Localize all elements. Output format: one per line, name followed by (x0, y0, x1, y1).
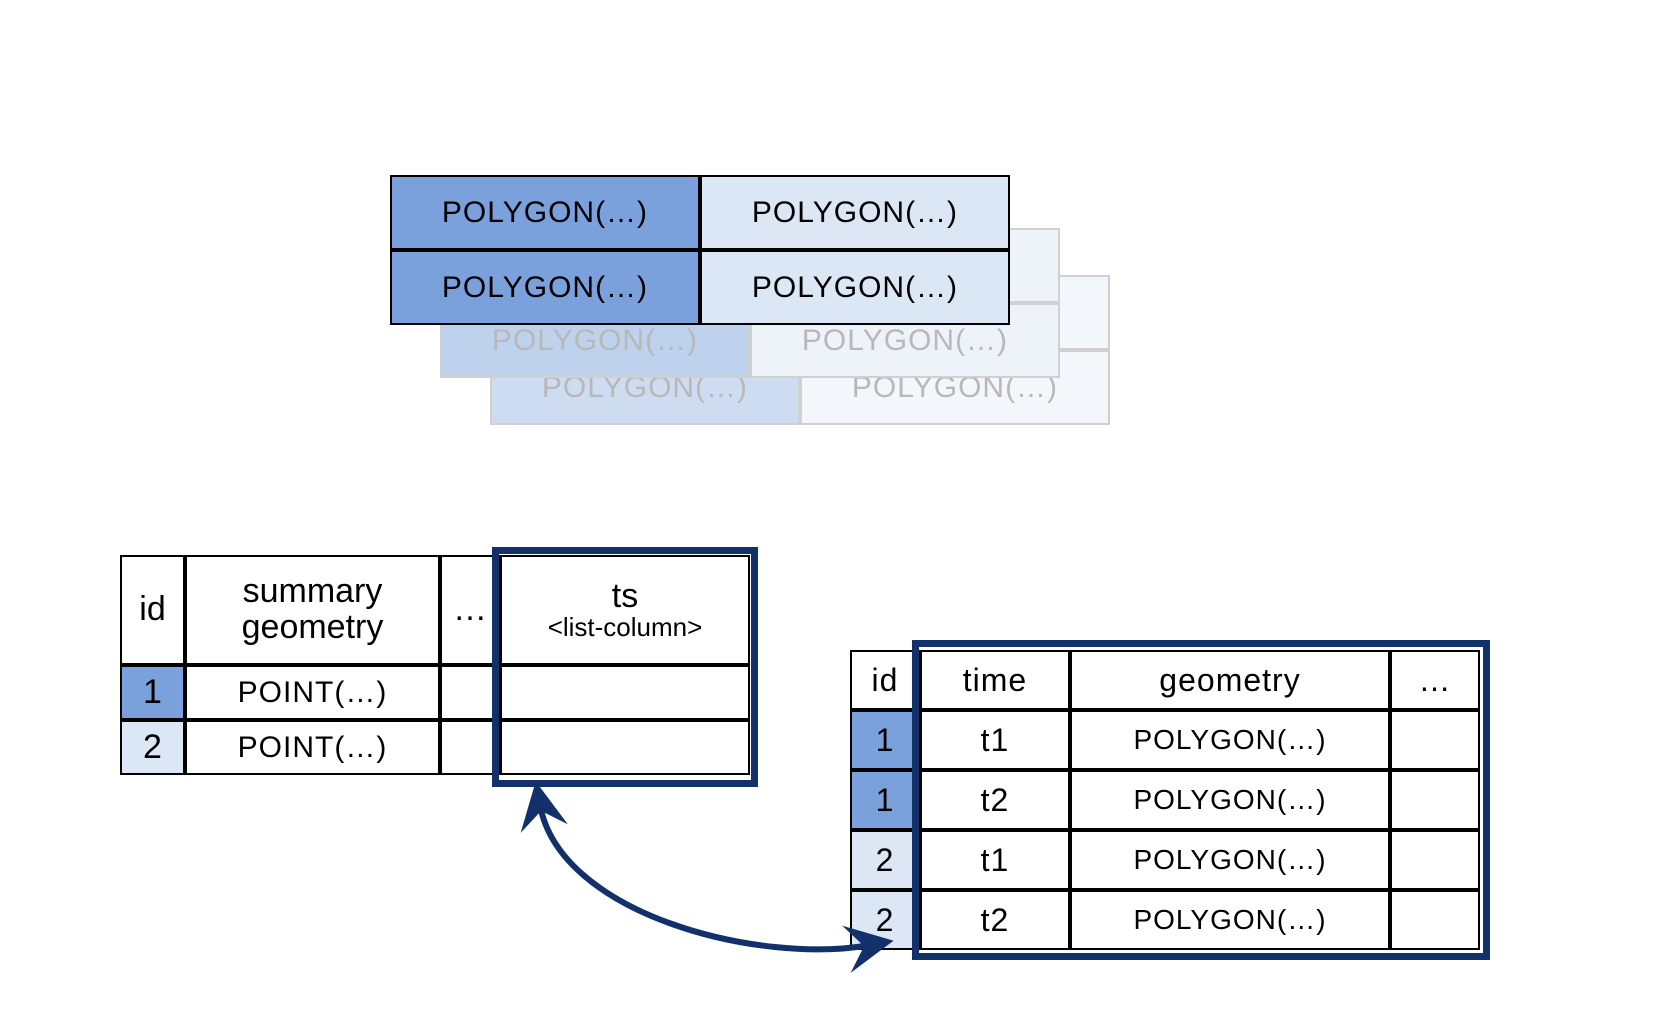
expand-time-cell: t2 (920, 770, 1070, 830)
expand-header-geom: geometry (1070, 650, 1390, 710)
summary-header-geom: summary geometry (185, 555, 440, 665)
expand-time-cell: t1 (920, 830, 1070, 890)
expand-geom-cell: POLYGON(…) (1070, 890, 1390, 950)
expand-header-time: time (920, 650, 1070, 710)
summary-ts-cell (500, 720, 750, 775)
summary-etc-cell (440, 720, 500, 775)
polygon-cell: POLYGON(…) (700, 250, 1010, 325)
expand-etc-cell (1390, 890, 1480, 950)
polygon-stack-layer-front: POLYGON(…) POLYGON(…) POLYGON(…) POLYGON… (390, 175, 1010, 325)
summary-header-ts: ts <list-column> (500, 555, 750, 665)
expand-id-cell: 2 (850, 890, 920, 950)
expand-header-etc: … (1390, 650, 1480, 710)
expand-etc-cell (1390, 710, 1480, 770)
summary-id-cell: 2 (120, 720, 185, 775)
summary-header-id: id (120, 555, 185, 665)
summary-header-geom-line1: summary (243, 574, 383, 610)
expand-id-cell: 1 (850, 710, 920, 770)
expand-etc-cell (1390, 770, 1480, 830)
expand-table: id time geometry … 1 t1 POLYGON(…) 1 t2 … (850, 650, 1480, 950)
expand-geom-cell: POLYGON(…) (1070, 830, 1390, 890)
summary-header-ts-sub: <list-column> (548, 614, 703, 641)
summary-geom-cell: POINT(…) (185, 720, 440, 775)
expand-geom-cell: POLYGON(…) (1070, 770, 1390, 830)
expand-id-cell: 2 (850, 830, 920, 890)
expand-id-cell: 1 (850, 770, 920, 830)
summary-header-etc: … (440, 555, 500, 665)
expand-geom-cell: POLYGON(…) (1070, 710, 1390, 770)
expand-time-cell: t1 (920, 710, 1070, 770)
expand-etc-cell (1390, 830, 1480, 890)
summary-table: id summary geometry … ts <list-column> 1… (120, 555, 750, 780)
summary-id-cell: 1 (120, 665, 185, 720)
polygon-cell: POLYGON(…) (390, 175, 700, 250)
expand-time-cell: t2 (920, 890, 1070, 950)
summary-geom-cell: POINT(…) (185, 665, 440, 720)
summary-header-ts-label: ts (612, 579, 638, 615)
expand-header-id: id (850, 650, 920, 710)
polygon-cell: POLYGON(…) (390, 250, 700, 325)
summary-etc-cell (440, 665, 500, 720)
summary-ts-cell (500, 665, 750, 720)
summary-header-geom-line2: geometry (242, 610, 384, 646)
polygon-cell: POLYGON(…) (700, 175, 1010, 250)
